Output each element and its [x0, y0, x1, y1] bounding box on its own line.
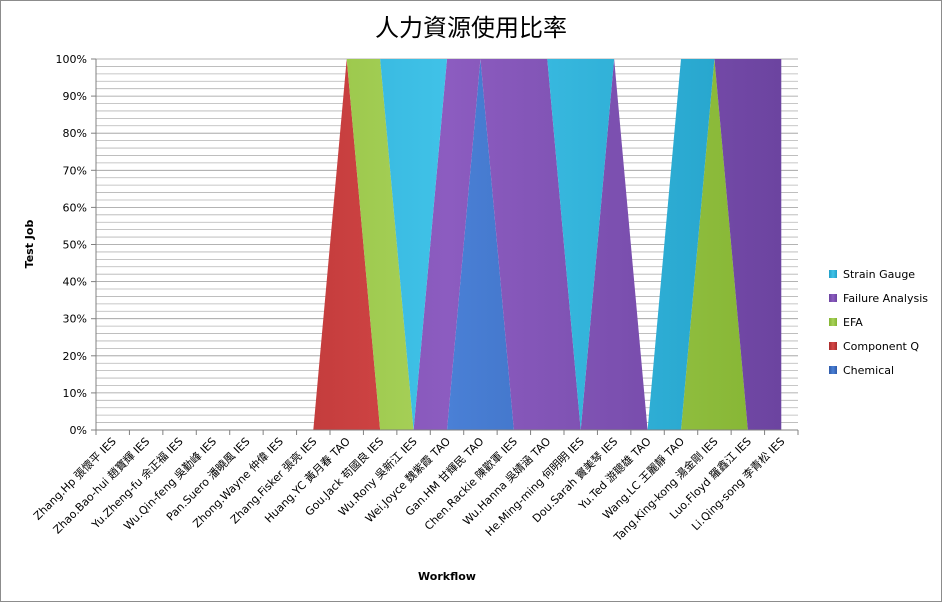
legend-item: Chemical [843, 364, 894, 377]
y-axis-label: Test Job [23, 220, 36, 269]
x-axis-label: Workflow [418, 570, 476, 583]
y-tick-label: 0% [70, 424, 87, 437]
legend-swatch [829, 366, 837, 374]
chart-title: 人力資源使用比率 [375, 14, 567, 42]
legend-item: Component Q [843, 340, 919, 353]
y-tick-label: 50% [63, 239, 87, 252]
legend-item: Failure Analysis [843, 292, 928, 305]
y-tick-label: 100% [56, 53, 87, 66]
y-tick-label: 60% [63, 201, 87, 214]
y-tick-label: 90% [63, 90, 87, 103]
y-tick-label: 70% [63, 164, 87, 177]
y-tick-label: 20% [63, 350, 87, 363]
area-failure-analysis [112, 59, 782, 430]
y-tick-label: 10% [63, 387, 87, 400]
y-tick-label: 40% [63, 276, 87, 289]
legend-swatch [829, 270, 837, 278]
legend-item: EFA [843, 316, 863, 329]
legend-item: Strain Gauge [843, 268, 915, 281]
legend-swatch [829, 342, 837, 350]
y-tick-label: 80% [63, 127, 87, 140]
legend-swatch [829, 318, 837, 326]
legend-swatch [829, 294, 837, 302]
area-efa [112, 59, 782, 430]
y-tick-label: 30% [63, 313, 87, 326]
